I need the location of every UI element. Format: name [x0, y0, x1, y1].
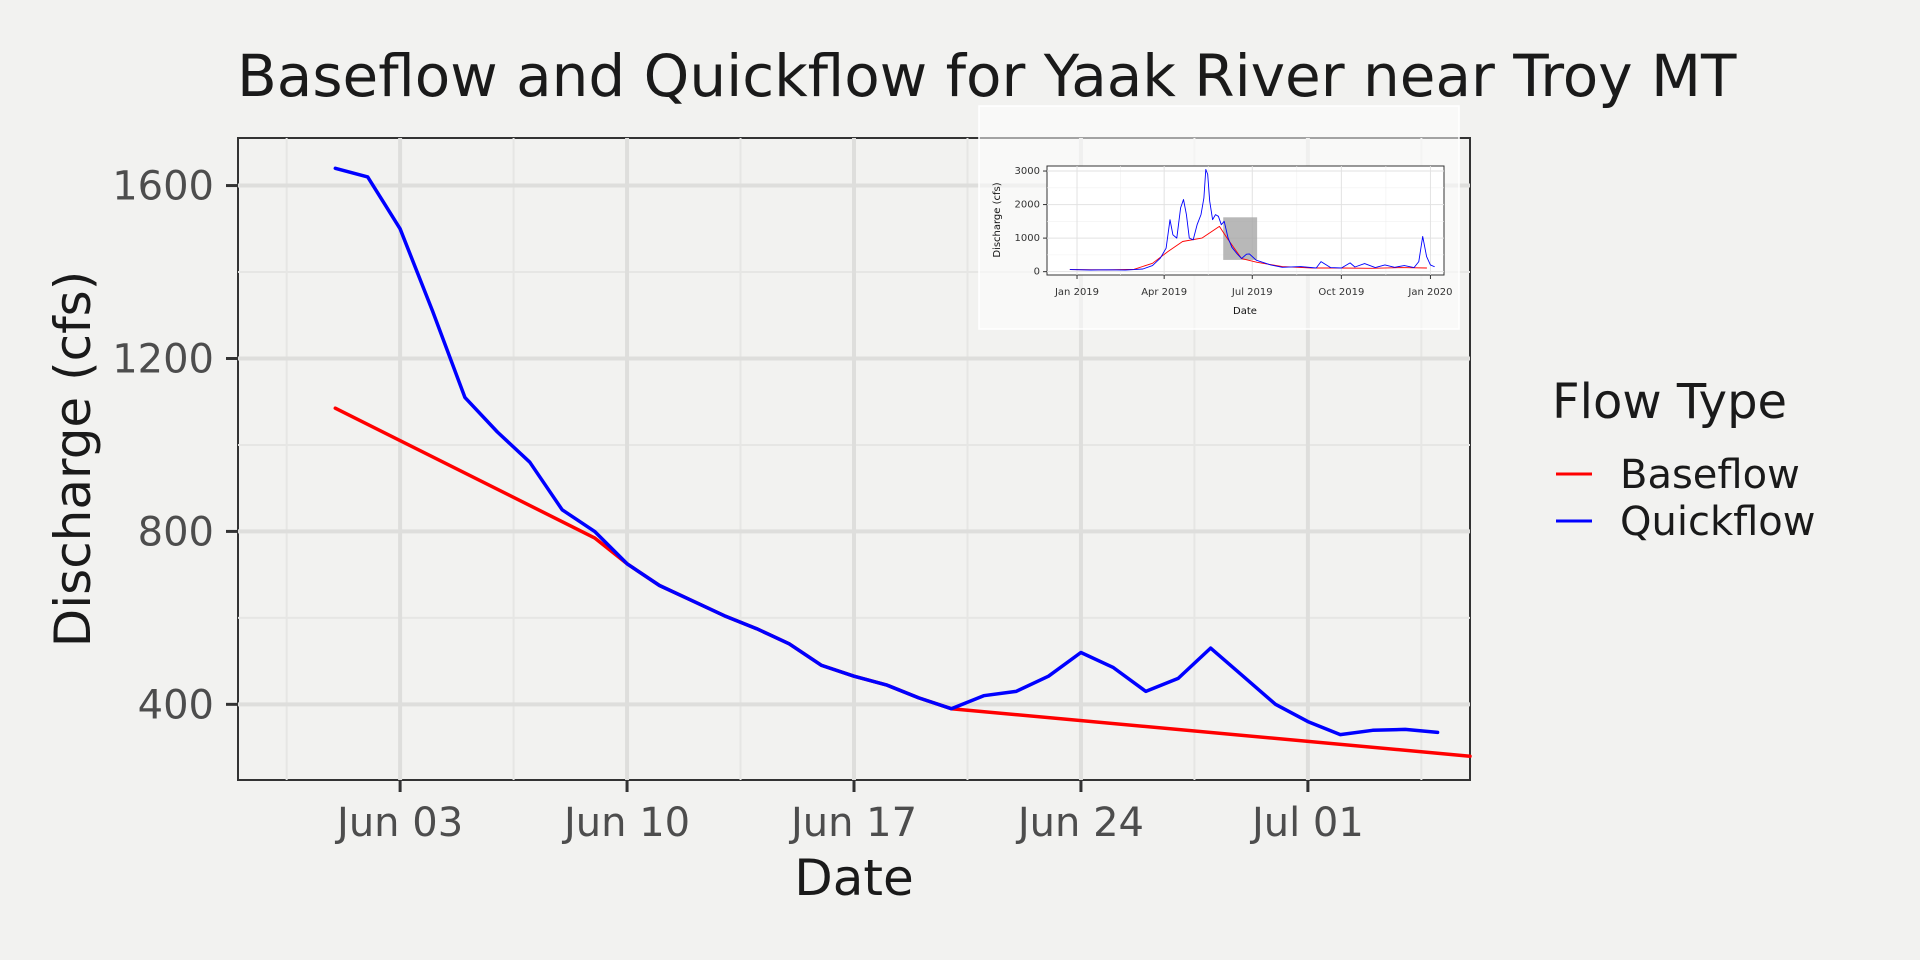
inset-x-axis-title: Date: [1233, 306, 1257, 317]
x-tick-label: Jun 03: [334, 800, 463, 846]
y-tick-label: 3000: [1015, 166, 1040, 177]
legend-label-baseflow: Baseflow: [1620, 452, 1800, 498]
inset-series-baseflow: [1069, 225, 1428, 271]
chart-title: Baseflow and Quickflow for Yaak River ne…: [237, 42, 1737, 110]
y-tick-label: 1200: [112, 336, 214, 382]
y-tick-label: 1600: [112, 164, 214, 210]
inset-chart: Jan 2019 Apr 2019 Jul 2019 Oct 2019 Jan 2020…: [978, 105, 1460, 330]
x-tick-label: Jan 2019: [1054, 287, 1099, 298]
legend-label-quickflow: Quickflow: [1620, 499, 1816, 545]
inset-grid: [1047, 166, 1444, 275]
main-series: [333, 166, 1472, 758]
legend: Flow Type Baseflow Quickflow: [1552, 374, 1816, 545]
inset-series: [1069, 168, 1435, 271]
y-tick-label: 800: [138, 509, 214, 555]
y-tick-label: 0: [1034, 267, 1040, 278]
y-tick-label: 2000: [1015, 200, 1040, 211]
legend-title: Flow Type: [1552, 374, 1787, 430]
x-tick-label: Jul 01: [1249, 800, 1364, 846]
x-tick-label: Jun 24: [1015, 800, 1144, 846]
x-tick-label: Oct 2019: [1318, 287, 1364, 298]
inset-axis-ticks: Jan 2019 Apr 2019 Jul 2019 Oct 2019 Jan 2020…: [1015, 166, 1453, 298]
x-tick-label: Jun 17: [788, 800, 917, 846]
x-axis-title: Date: [794, 849, 914, 907]
inset-y-axis-title: Discharge (cfs): [992, 182, 1003, 257]
y-axis-title: Discharge (cfs): [44, 271, 102, 648]
inset-zoom-highlight: [1223, 217, 1258, 260]
y-tick-label: 400: [138, 682, 214, 728]
x-tick-label: Jun 10: [561, 800, 690, 846]
y-tick-label: 1000: [1015, 233, 1040, 244]
series-quickflow: [333, 166, 1440, 737]
axis-ticks: Jun 03 Jun 10 Jun 17 Jun 24 Jul 01 400 800 1200…: [112, 164, 1364, 846]
inset-series-quickflow: [1069, 168, 1435, 271]
x-tick-label: Jul 2019: [1231, 287, 1273, 298]
x-tick-label: Jan 2020: [1407, 287, 1452, 298]
x-tick-label: Apr 2019: [1141, 287, 1187, 298]
